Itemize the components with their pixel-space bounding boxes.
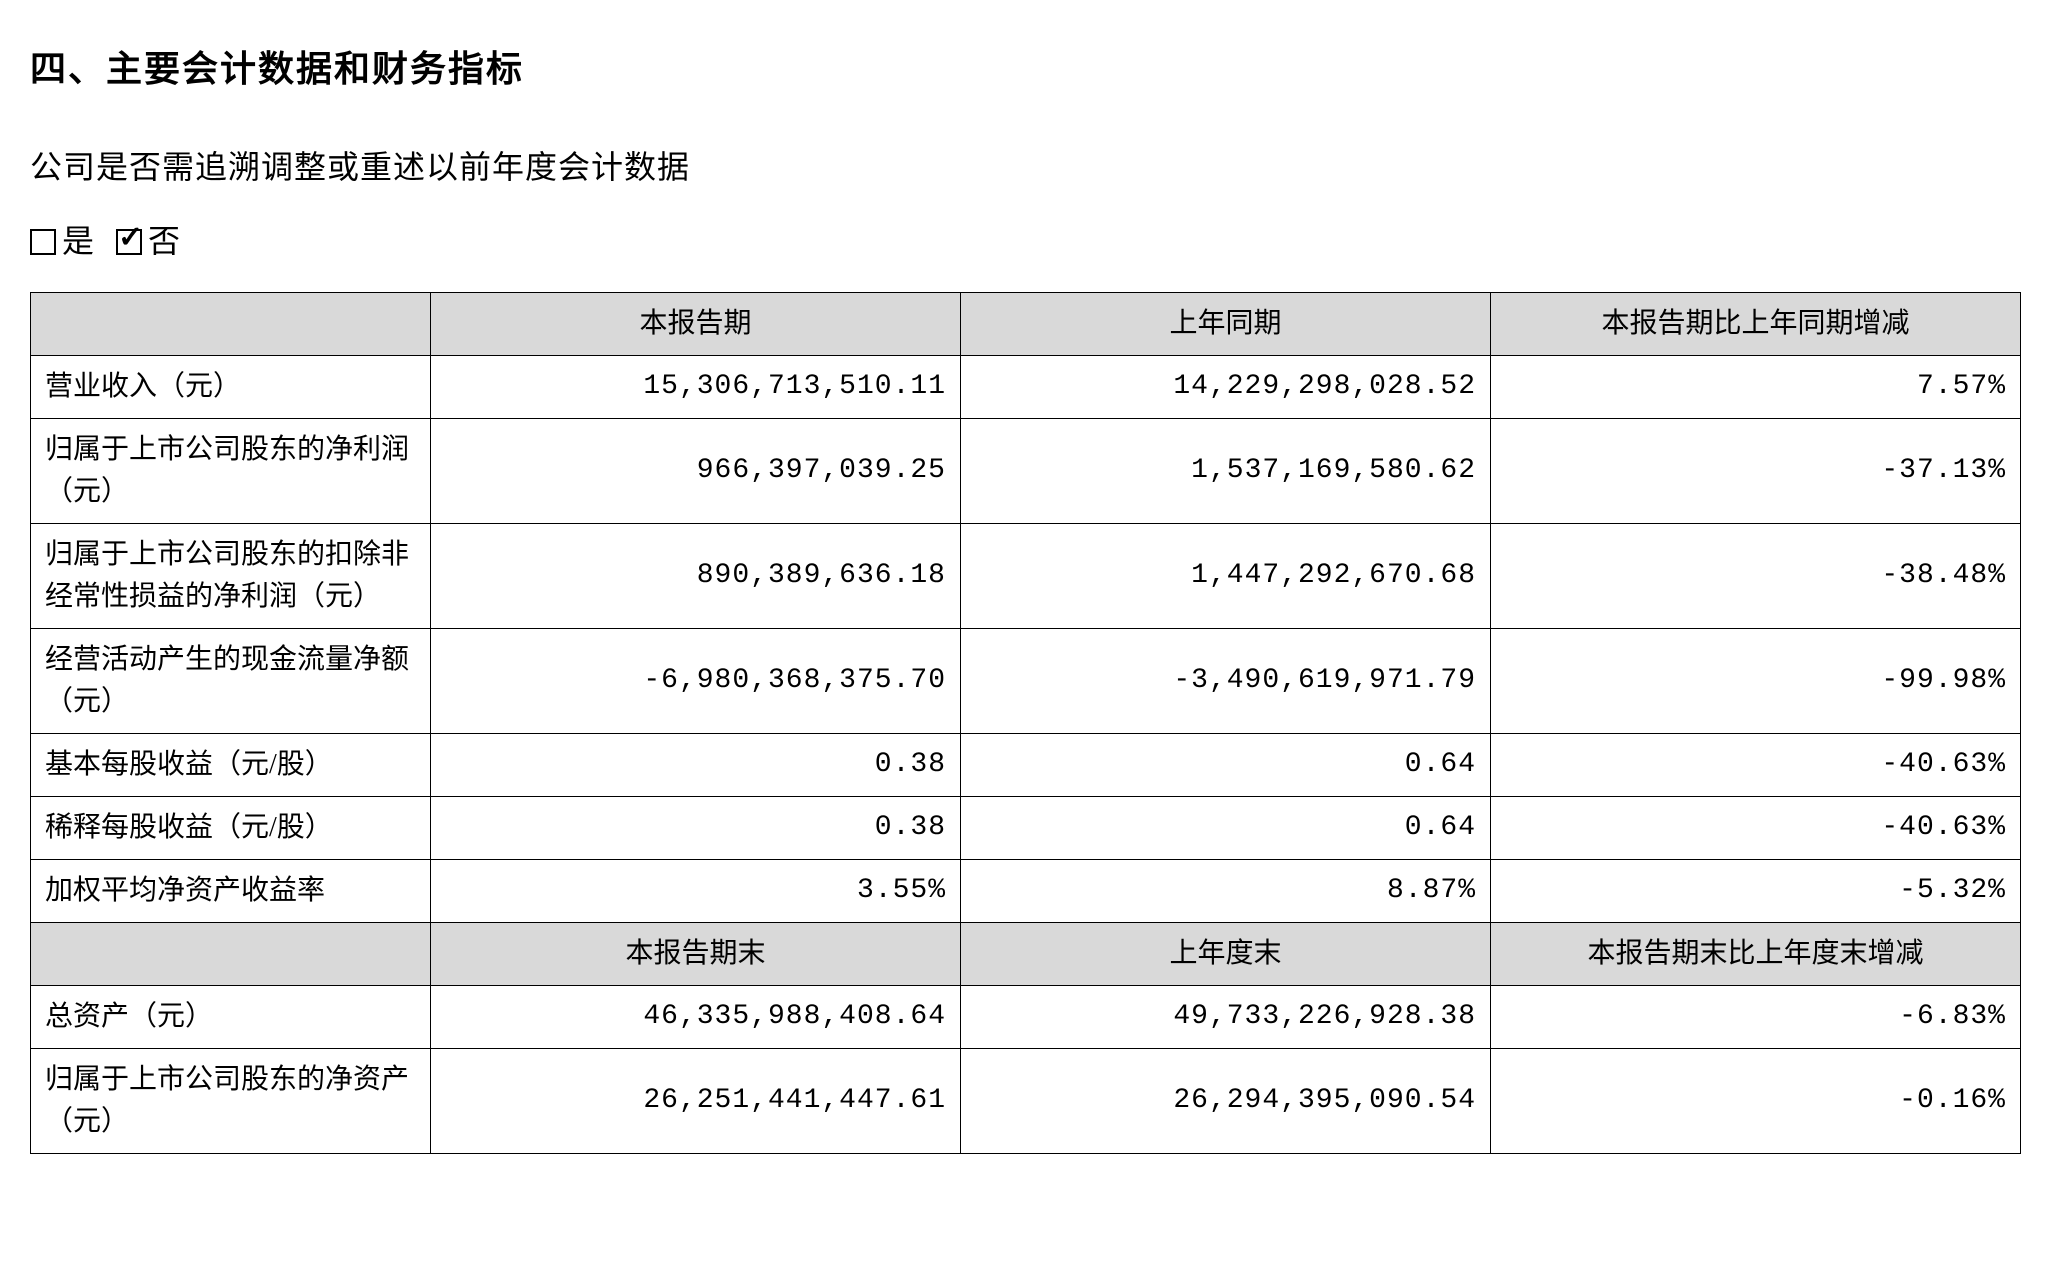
row-label: 归属于上市公司股东的扣除非经常性损益的净利润（元）: [31, 524, 431, 629]
row-prior: 49,733,226,928.38: [961, 986, 1491, 1049]
table-row: 归属于上市公司股东的净资产（元）26,251,441,447.6126,294,…: [31, 1049, 2021, 1154]
row-current: 0.38: [431, 797, 961, 860]
row-prior: 1,537,169,580.62: [961, 419, 1491, 524]
row-current: 3.55%: [431, 860, 961, 923]
row-label: 基本每股收益（元/股）: [31, 734, 431, 797]
row-label: 总资产（元）: [31, 986, 431, 1049]
row-change: -37.13%: [1491, 419, 2021, 524]
table-row: 基本每股收益（元/股）0.380.64-40.63%: [31, 734, 2021, 797]
row-label: 稀释每股收益（元/股）: [31, 797, 431, 860]
table1-head: 本报告期 上年同期 本报告期比上年同期增减: [31, 293, 2021, 356]
financial-table: 本报告期 上年同期 本报告期比上年同期增减 营业收入（元）15,306,713,…: [30, 292, 2021, 1154]
row-prior: 0.64: [961, 734, 1491, 797]
table2-h3: 本报告期末比上年度末增减: [1491, 923, 2021, 986]
table-row: 加权平均净资产收益率3.55%8.87%-5.32%: [31, 860, 2021, 923]
checkbox-line: 是 否: [30, 216, 2018, 262]
table2-body: 总资产（元）46,335,988,408.6449,733,226,928.38…: [31, 986, 2021, 1154]
checkbox-no-label: 否: [148, 223, 182, 259]
row-change: -99.98%: [1491, 629, 2021, 734]
row-change: -38.48%: [1491, 524, 2021, 629]
table-row: 营业收入（元）15,306,713,510.1114,229,298,028.5…: [31, 356, 2021, 419]
row-label: 经营活动产生的现金流量净额（元）: [31, 629, 431, 734]
row-change: -6.83%: [1491, 986, 2021, 1049]
checkbox-yes: [30, 229, 56, 255]
row-current: 966,397,039.25: [431, 419, 961, 524]
restatement-question: 公司是否需追溯调整或重述以前年度会计数据: [30, 142, 2018, 188]
row-change: -40.63%: [1491, 797, 2021, 860]
row-label: 归属于上市公司股东的净利润（元）: [31, 419, 431, 524]
row-current: 890,389,636.18: [431, 524, 961, 629]
table2-header-row: 本报告期末 上年度末 本报告期末比上年度末增减: [31, 923, 2021, 986]
table1-h1: 本报告期: [431, 293, 961, 356]
row-prior: 14,229,298,028.52: [961, 356, 1491, 419]
row-current: 26,251,441,447.61: [431, 1049, 961, 1154]
table-row: 总资产（元）46,335,988,408.6449,733,226,928.38…: [31, 986, 2021, 1049]
row-label: 归属于上市公司股东的净资产（元）: [31, 1049, 431, 1154]
table2-head: 本报告期末 上年度末 本报告期末比上年度末增减: [31, 923, 2021, 986]
row-change: -5.32%: [1491, 860, 2021, 923]
checkbox-no: [116, 229, 142, 255]
section-heading: 四、主要会计数据和财务指标: [30, 40, 2018, 92]
row-current: 46,335,988,408.64: [431, 986, 961, 1049]
row-change: 7.57%: [1491, 356, 2021, 419]
row-current: 0.38: [431, 734, 961, 797]
row-change: -40.63%: [1491, 734, 2021, 797]
row-current: 15,306,713,510.11: [431, 356, 961, 419]
table1-h3: 本报告期比上年同期增减: [1491, 293, 2021, 356]
table-row: 归属于上市公司股东的扣除非经常性损益的净利润（元）890,389,636.181…: [31, 524, 2021, 629]
row-prior: -3,490,619,971.79: [961, 629, 1491, 734]
row-label: 加权平均净资产收益率: [31, 860, 431, 923]
row-prior: 26,294,395,090.54: [961, 1049, 1491, 1154]
table1-body: 营业收入（元）15,306,713,510.1114,229,298,028.5…: [31, 356, 2021, 923]
table-row: 归属于上市公司股东的净利润（元）966,397,039.251,537,169,…: [31, 419, 2021, 524]
row-prior: 0.64: [961, 797, 1491, 860]
table2-h0: [31, 923, 431, 986]
table1-h2: 上年同期: [961, 293, 1491, 356]
row-prior: 8.87%: [961, 860, 1491, 923]
table1-h0: [31, 293, 431, 356]
row-current: -6,980,368,375.70: [431, 629, 961, 734]
row-prior: 1,447,292,670.68: [961, 524, 1491, 629]
row-label: 营业收入（元）: [31, 356, 431, 419]
table-row: 经营活动产生的现金流量净额（元）-6,980,368,375.70-3,490,…: [31, 629, 2021, 734]
row-change: -0.16%: [1491, 1049, 2021, 1154]
table2-h1: 本报告期末: [431, 923, 961, 986]
table1-header-row: 本报告期 上年同期 本报告期比上年同期增减: [31, 293, 2021, 356]
table2-h2: 上年度末: [961, 923, 1491, 986]
table-row: 稀释每股收益（元/股）0.380.64-40.63%: [31, 797, 2021, 860]
checkbox-yes-label: 是: [62, 223, 96, 259]
